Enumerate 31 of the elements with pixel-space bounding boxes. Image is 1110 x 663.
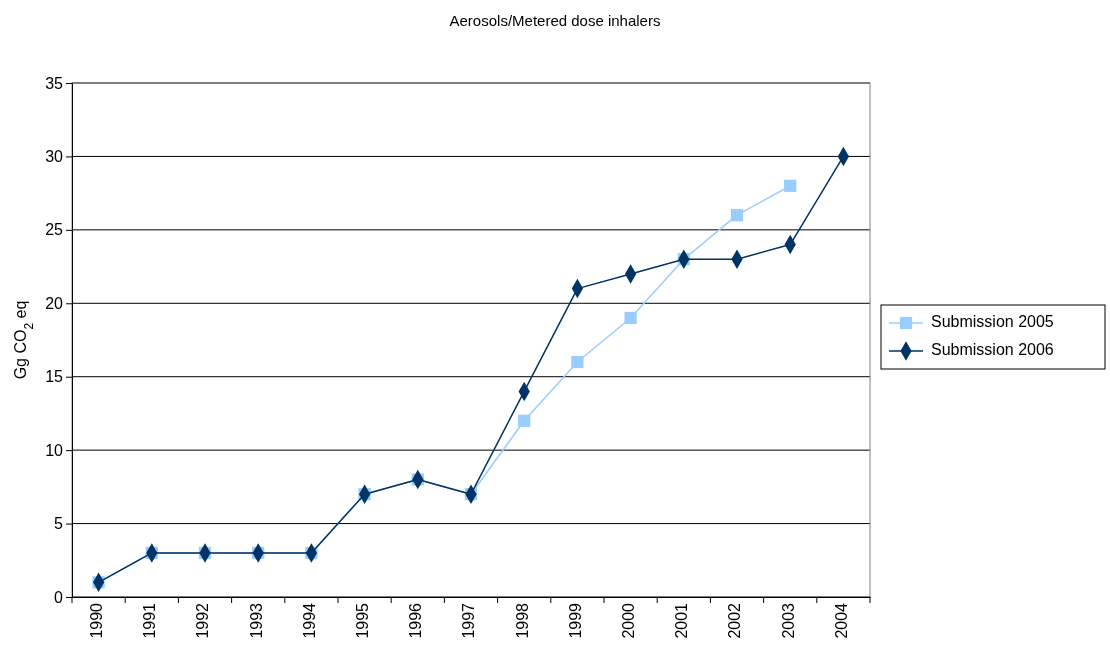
- x-tick-label: 1997: [460, 602, 478, 639]
- point: [730, 209, 744, 222]
- point: [518, 414, 531, 427]
- x-tick-label: 2001: [673, 602, 691, 639]
- y-tick-label: 35: [45, 74, 64, 92]
- y-tick-label: 30: [45, 148, 64, 166]
- legend-label: Submission 2006: [931, 341, 1054, 359]
- x-tick-label: 2004: [832, 602, 850, 639]
- x-tick-label: 1995: [354, 602, 372, 639]
- x-tick-label: 2003: [779, 602, 797, 639]
- x-tick-label: 1991: [141, 602, 159, 639]
- point: [784, 179, 797, 192]
- y-tick-label: 25: [45, 221, 64, 239]
- x-tick-label: 1996: [407, 602, 425, 639]
- point: [571, 355, 584, 369]
- x-tick-label: 1993: [247, 602, 265, 639]
- x-tick-label: 1990: [88, 602, 106, 639]
- y-tick-label: 5: [54, 515, 64, 533]
- legend-label: Submission 2005: [931, 313, 1054, 331]
- y-tick-label: 10: [45, 441, 64, 459]
- x-tick-label: 1998: [513, 602, 531, 639]
- y-tick-label: 15: [45, 368, 64, 386]
- x-tick-label: 1994: [300, 602, 318, 639]
- x-tick-label: 1992: [194, 602, 212, 639]
- x-tick-label: 2000: [620, 602, 638, 639]
- point: [624, 311, 637, 325]
- y-tick-label: 0: [54, 588, 64, 606]
- chart-title: Aerosols/Metered dose inhalers: [449, 12, 661, 29]
- y-tick-label: 20: [45, 294, 64, 312]
- x-tick-label: 2002: [726, 602, 744, 639]
- x-tick-label: 1999: [566, 602, 584, 639]
